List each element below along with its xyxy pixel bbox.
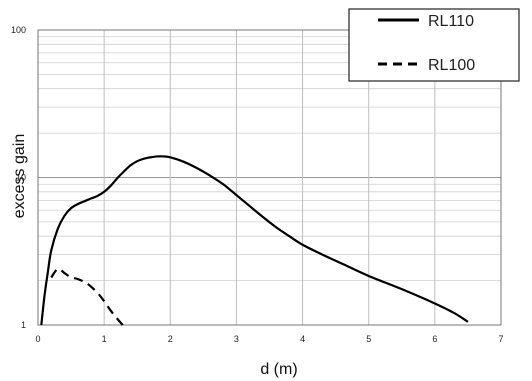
x-tick-label: 0 [35, 334, 40, 344]
x-tick-label: 7 [498, 334, 503, 344]
x-axis-title: d (m) [260, 361, 297, 378]
y-tick-label: 10 [16, 173, 26, 183]
x-tick-label: 5 [366, 334, 371, 344]
series-layer [40, 155, 469, 326]
x-tick-label: 3 [234, 334, 239, 344]
y-tick-label: 100 [11, 25, 26, 35]
series-line-rl110 [40, 155, 469, 326]
y-tick-label: 1 [21, 320, 26, 330]
x-tick-label: 1 [102, 334, 107, 344]
legend-label-rl110: RL110 [428, 13, 474, 30]
legend: RL110 RL100 [348, 8, 520, 82]
legend-box [348, 8, 520, 82]
x-tick-label: 4 [300, 334, 305, 344]
x-tick-labels: 0 1 2 3 4 5 6 7 [35, 334, 503, 344]
legend-label-rl100: RL100 [428, 57, 475, 74]
series-line-rl100 [50, 267, 124, 326]
plot-area-border [37, 29, 502, 326]
x-tick-label: 2 [168, 334, 173, 344]
x-tick-label: 6 [432, 334, 437, 344]
y-axis-title: excess gain [11, 134, 28, 219]
y-tick-labels: 1 10 100 [11, 25, 26, 330]
